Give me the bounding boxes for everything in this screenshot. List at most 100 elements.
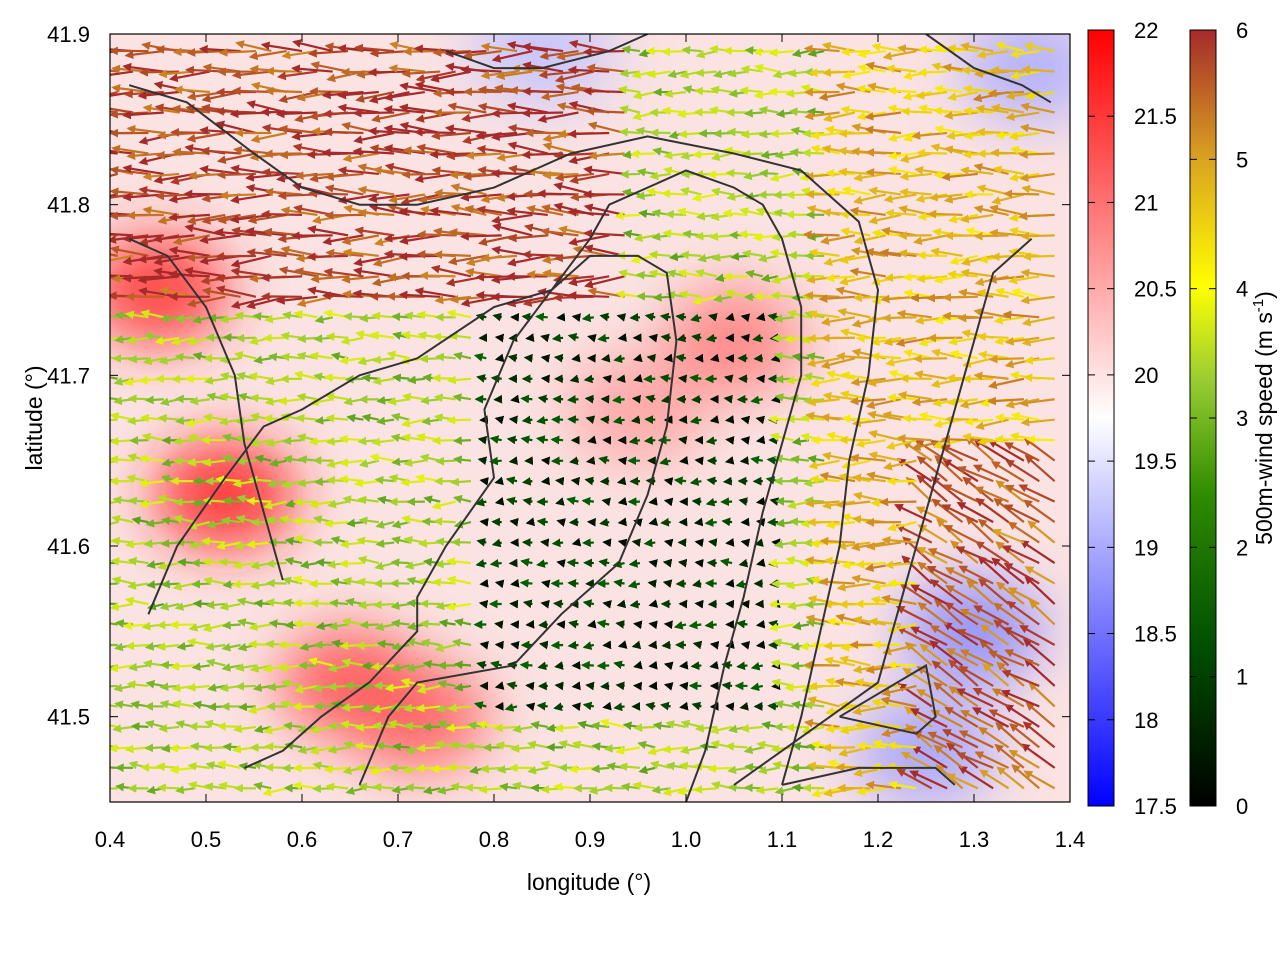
wind-arrow xyxy=(1020,743,1056,769)
wind-arrow xyxy=(264,86,303,96)
wind-arrow xyxy=(590,764,610,774)
wind-arrow xyxy=(569,456,579,466)
wind-arrow xyxy=(1023,499,1056,524)
wind-arrow xyxy=(933,744,964,769)
wind-arrow xyxy=(403,721,425,731)
wind-arrow xyxy=(719,558,733,567)
wind-arrow xyxy=(553,702,564,712)
wind-arrow xyxy=(340,703,364,712)
wind-arrow xyxy=(277,191,318,201)
wind-arrow xyxy=(253,781,272,791)
wind-arrow xyxy=(881,594,917,606)
wind-arrow xyxy=(433,250,472,260)
wind-arrow xyxy=(909,708,948,728)
wind-arrow xyxy=(648,333,658,343)
wind-arrow xyxy=(988,709,1025,728)
wind-arrow xyxy=(596,619,610,629)
wind-arrow xyxy=(582,641,595,650)
wind-arrow xyxy=(110,684,118,688)
wind-arrow xyxy=(617,517,627,527)
wind-arrow xyxy=(819,471,856,483)
wind-arrow xyxy=(453,495,472,504)
temperature-colorbar-gradient xyxy=(1087,29,1115,807)
wind-arrow xyxy=(540,476,551,486)
wind-arrow xyxy=(648,559,658,568)
wind-arrow xyxy=(677,558,688,568)
wind-arrow xyxy=(571,681,581,691)
wind-arrow xyxy=(525,333,535,342)
wind-arrow xyxy=(600,681,610,691)
wind-arrow xyxy=(659,457,671,466)
wind-arrow xyxy=(675,353,687,363)
wind-arrow xyxy=(691,579,702,589)
wind-arrow xyxy=(567,415,579,424)
wind-arrow xyxy=(725,742,748,751)
wind-arrow xyxy=(927,209,963,219)
wind-arrow xyxy=(738,497,748,506)
wind-arrow xyxy=(540,354,551,363)
wind-arrow xyxy=(978,726,1010,749)
wind-arrow xyxy=(752,333,763,343)
wind-arrow xyxy=(1004,484,1040,503)
wind-arrow xyxy=(611,395,625,405)
wind-arrow xyxy=(616,374,626,384)
colorbar-tick-label: 21 xyxy=(1134,190,1158,215)
wind-arrow xyxy=(931,660,964,687)
wind-arrow xyxy=(375,741,395,751)
x-tick-label: 0.6 xyxy=(287,827,318,852)
wind-arrow xyxy=(691,333,702,342)
wind-arrow xyxy=(313,477,333,487)
wind-arrow xyxy=(617,333,627,342)
wind-arrow xyxy=(912,730,948,749)
wind-arrow xyxy=(679,456,689,465)
wind-arrow xyxy=(556,559,566,568)
wind-arrow xyxy=(663,620,673,630)
wind-arrow xyxy=(219,190,256,200)
wind-arrow xyxy=(404,561,426,570)
wind-arrow xyxy=(663,682,674,691)
wind-arrow xyxy=(617,640,628,649)
wind-colorbar: 0 1 2 3 4 5 6 500m-wind speed (m s-1) xyxy=(1189,18,1277,819)
wind-arrow xyxy=(506,496,518,506)
wind-arrow xyxy=(1028,681,1056,708)
wind-arrow xyxy=(535,435,548,444)
wind-arrow xyxy=(725,578,735,588)
wind-arrow xyxy=(192,700,211,710)
wind-arrow xyxy=(1001,545,1040,565)
wind-arrow xyxy=(510,578,520,588)
wind-arrow xyxy=(315,558,333,567)
wind-arrow xyxy=(554,681,564,691)
wind-arrow xyxy=(946,773,979,790)
wind-arrow xyxy=(771,681,781,691)
wind-arrow xyxy=(835,500,871,509)
wind-arrow xyxy=(680,250,702,260)
wind-arrow xyxy=(738,558,749,568)
wind-arrow xyxy=(958,665,994,687)
wind-arrow xyxy=(688,620,702,630)
wind-arrow xyxy=(802,783,825,793)
colorbar-tick-label: 21.5 xyxy=(1134,104,1177,129)
wind-arrow xyxy=(1003,562,1040,585)
wind-arrow xyxy=(446,415,471,425)
temperature-blob xyxy=(155,439,296,550)
wind-arrow xyxy=(613,660,625,670)
wind-arrow xyxy=(525,517,536,527)
wind-arrow xyxy=(171,699,195,709)
wind-arrow xyxy=(260,209,303,219)
wind-arrow xyxy=(708,538,718,547)
wind-arrow xyxy=(235,681,256,691)
wind-arrow xyxy=(341,658,364,667)
wind-arrow xyxy=(343,312,364,321)
wind-arrow xyxy=(174,602,195,611)
wind-arrow xyxy=(1024,566,1056,585)
wind-arrow xyxy=(355,641,379,651)
wind-arrow xyxy=(736,619,748,629)
wind-arrow xyxy=(1023,657,1056,687)
wind-arrow xyxy=(944,231,978,241)
wind-arrow xyxy=(216,170,256,180)
wind-arrow xyxy=(774,374,794,384)
wind-arrow xyxy=(138,454,164,464)
wind-arrow xyxy=(582,701,595,711)
wind-arrow xyxy=(617,538,628,548)
wind-arrow xyxy=(661,47,687,57)
